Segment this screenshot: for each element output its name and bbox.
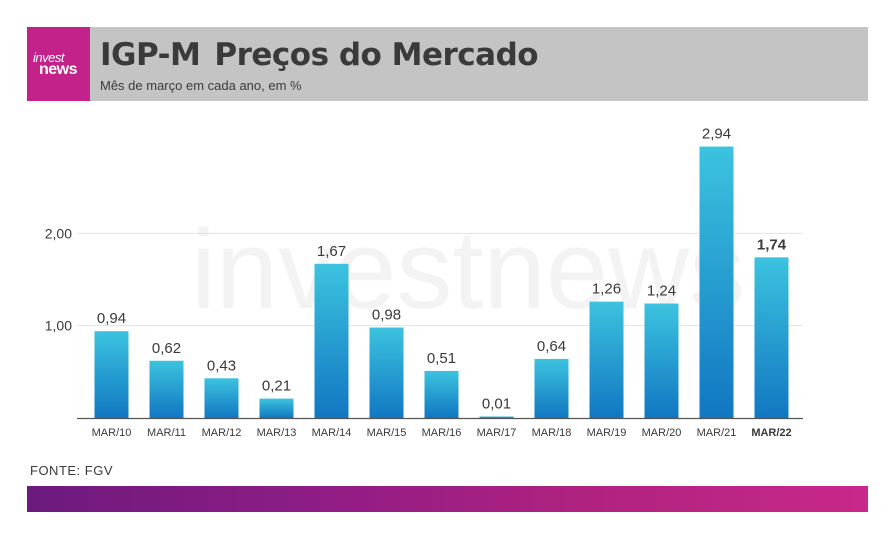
x-tick-label: MAR/20 xyxy=(642,427,682,439)
bar-value-label: 1,24 xyxy=(647,283,676,300)
x-tick-label: MAR/15 xyxy=(367,427,407,439)
x-tick-label: MAR/21 xyxy=(697,427,737,439)
bar-value-label: 0,43 xyxy=(207,357,236,374)
logo-text-invest: invest xyxy=(33,50,64,65)
x-tick-label: MAR/18 xyxy=(532,427,572,439)
page-title: IGP-M Preços do Mercado xyxy=(100,37,539,73)
title-part2: Preços do Mercado xyxy=(214,37,539,73)
bar-mar-18 xyxy=(534,358,569,418)
bar-value-label: 1,26 xyxy=(592,281,621,298)
bar-value-label: 0,94 xyxy=(97,310,126,327)
source-note: FONTE: FGV xyxy=(30,463,113,478)
header-banner: invest news IGP-M Preços do Mercado Mês d… xyxy=(27,27,868,101)
bar-value-label: 0,64 xyxy=(537,338,566,355)
y-tick-label: 2,00 xyxy=(45,225,72,241)
bar-mar-15 xyxy=(369,327,404,418)
title-part1: IGP-M xyxy=(100,37,201,73)
bar-mar-10 xyxy=(94,331,129,418)
footer-gradient-bar xyxy=(27,486,868,512)
investnews-logo: invest news xyxy=(27,27,90,101)
y-tick-label: 1,00 xyxy=(45,318,72,334)
bar-value-label: 0,01 xyxy=(482,396,511,413)
bar-value-label: 1,74 xyxy=(757,236,787,253)
x-tick-label: MAR/19 xyxy=(587,427,627,439)
x-tick-label: MAR/17 xyxy=(477,427,517,439)
x-tick-label: MAR/14 xyxy=(312,427,352,439)
bar-mar-11 xyxy=(149,360,184,418)
bar-value-label: 0,21 xyxy=(262,378,291,395)
bar-value-label: 0,62 xyxy=(152,340,181,357)
bar-mar-16 xyxy=(424,370,459,418)
bar-mar-21 xyxy=(699,146,734,419)
bar-value-label: 2,94 xyxy=(702,126,731,143)
bar-mar-14 xyxy=(314,263,349,418)
bar-mar-20 xyxy=(644,303,679,418)
bar-mar-17 xyxy=(479,416,514,418)
x-tick-label: MAR/11 xyxy=(147,427,186,439)
x-tick-label: MAR/10 xyxy=(92,427,132,439)
bar-value-label: 1,67 xyxy=(317,243,346,260)
bar-value-label: 0,51 xyxy=(427,350,456,367)
logo-text-news: news xyxy=(39,61,78,78)
bar-mar-13 xyxy=(259,398,294,418)
bar-mar-12 xyxy=(204,378,239,418)
x-tick-label: MAR/16 xyxy=(422,427,462,439)
x-tick-label: MAR/22 xyxy=(751,427,791,439)
x-tick-label: MAR/13 xyxy=(257,427,297,439)
x-tick-label: MAR/12 xyxy=(202,427,242,439)
bar-value-label: 0,98 xyxy=(372,307,401,324)
bar-mar-19 xyxy=(589,301,624,418)
bar-mar-22 xyxy=(754,257,789,418)
page-subtitle: Mês de março em cada ano, em % xyxy=(100,78,302,93)
